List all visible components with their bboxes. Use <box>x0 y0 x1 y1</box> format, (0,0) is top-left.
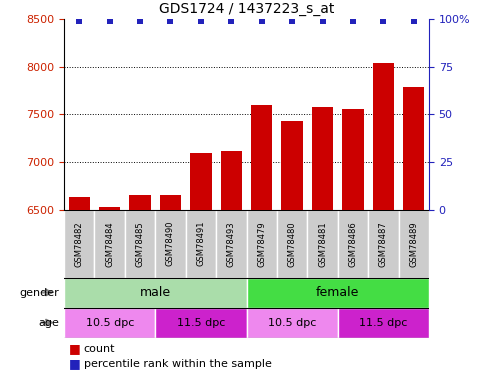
Bar <box>403 87 424 210</box>
Point <box>318 18 326 24</box>
Text: GSM78480: GSM78480 <box>287 221 297 267</box>
Bar <box>155 308 246 338</box>
Bar <box>342 109 363 210</box>
Point <box>197 18 205 24</box>
Point <box>380 18 387 24</box>
Text: ■: ■ <box>69 357 81 370</box>
Text: male: male <box>140 286 171 299</box>
Bar <box>160 195 181 210</box>
Bar <box>282 121 303 210</box>
Text: GSM78482: GSM78482 <box>75 221 84 267</box>
Bar <box>398 210 429 278</box>
Bar <box>130 195 151 210</box>
Bar <box>368 210 398 278</box>
Text: GSM78481: GSM78481 <box>318 221 327 267</box>
Bar <box>155 210 186 278</box>
Bar <box>221 151 242 210</box>
Point <box>227 18 235 24</box>
Bar <box>251 105 272 210</box>
Bar <box>338 308 429 338</box>
Text: 11.5 dpc: 11.5 dpc <box>359 318 408 327</box>
Text: GSM78479: GSM78479 <box>257 221 266 267</box>
Point <box>288 18 296 24</box>
Text: count: count <box>84 344 115 354</box>
Text: female: female <box>316 286 359 299</box>
Bar <box>95 210 125 278</box>
Point <box>167 18 175 24</box>
Bar <box>64 210 95 278</box>
Text: GSM78491: GSM78491 <box>196 221 206 267</box>
Point <box>410 18 418 24</box>
Bar <box>277 210 307 278</box>
Text: GSM78493: GSM78493 <box>227 221 236 267</box>
Text: GSM78485: GSM78485 <box>136 221 144 267</box>
Bar <box>125 210 155 278</box>
Text: ■: ■ <box>69 342 81 355</box>
Text: GSM78489: GSM78489 <box>409 221 418 267</box>
Title: GDS1724 / 1437223_s_at: GDS1724 / 1437223_s_at <box>159 2 334 16</box>
Bar <box>373 63 394 210</box>
Bar <box>186 210 216 278</box>
Point <box>106 18 113 24</box>
Point <box>349 18 357 24</box>
Bar <box>312 107 333 210</box>
Point <box>136 18 144 24</box>
Bar <box>246 278 429 308</box>
Text: age: age <box>38 318 59 327</box>
Bar <box>190 153 211 210</box>
Bar <box>99 207 120 210</box>
Text: percentile rank within the sample: percentile rank within the sample <box>84 359 272 369</box>
Text: GSM78484: GSM78484 <box>105 221 114 267</box>
Text: GSM78487: GSM78487 <box>379 221 388 267</box>
Text: 10.5 dpc: 10.5 dpc <box>268 318 317 327</box>
Text: gender: gender <box>19 288 59 297</box>
Bar <box>246 308 338 338</box>
Text: 10.5 dpc: 10.5 dpc <box>85 318 134 327</box>
Bar <box>216 210 246 278</box>
Bar <box>64 278 246 308</box>
Text: GSM78490: GSM78490 <box>166 221 175 267</box>
Bar <box>246 210 277 278</box>
Bar <box>338 210 368 278</box>
Point <box>258 18 266 24</box>
Bar <box>64 308 155 338</box>
Text: GSM78486: GSM78486 <box>349 221 357 267</box>
Bar <box>69 196 90 210</box>
Point <box>75 18 83 24</box>
Bar <box>307 210 338 278</box>
Text: 11.5 dpc: 11.5 dpc <box>176 318 225 327</box>
